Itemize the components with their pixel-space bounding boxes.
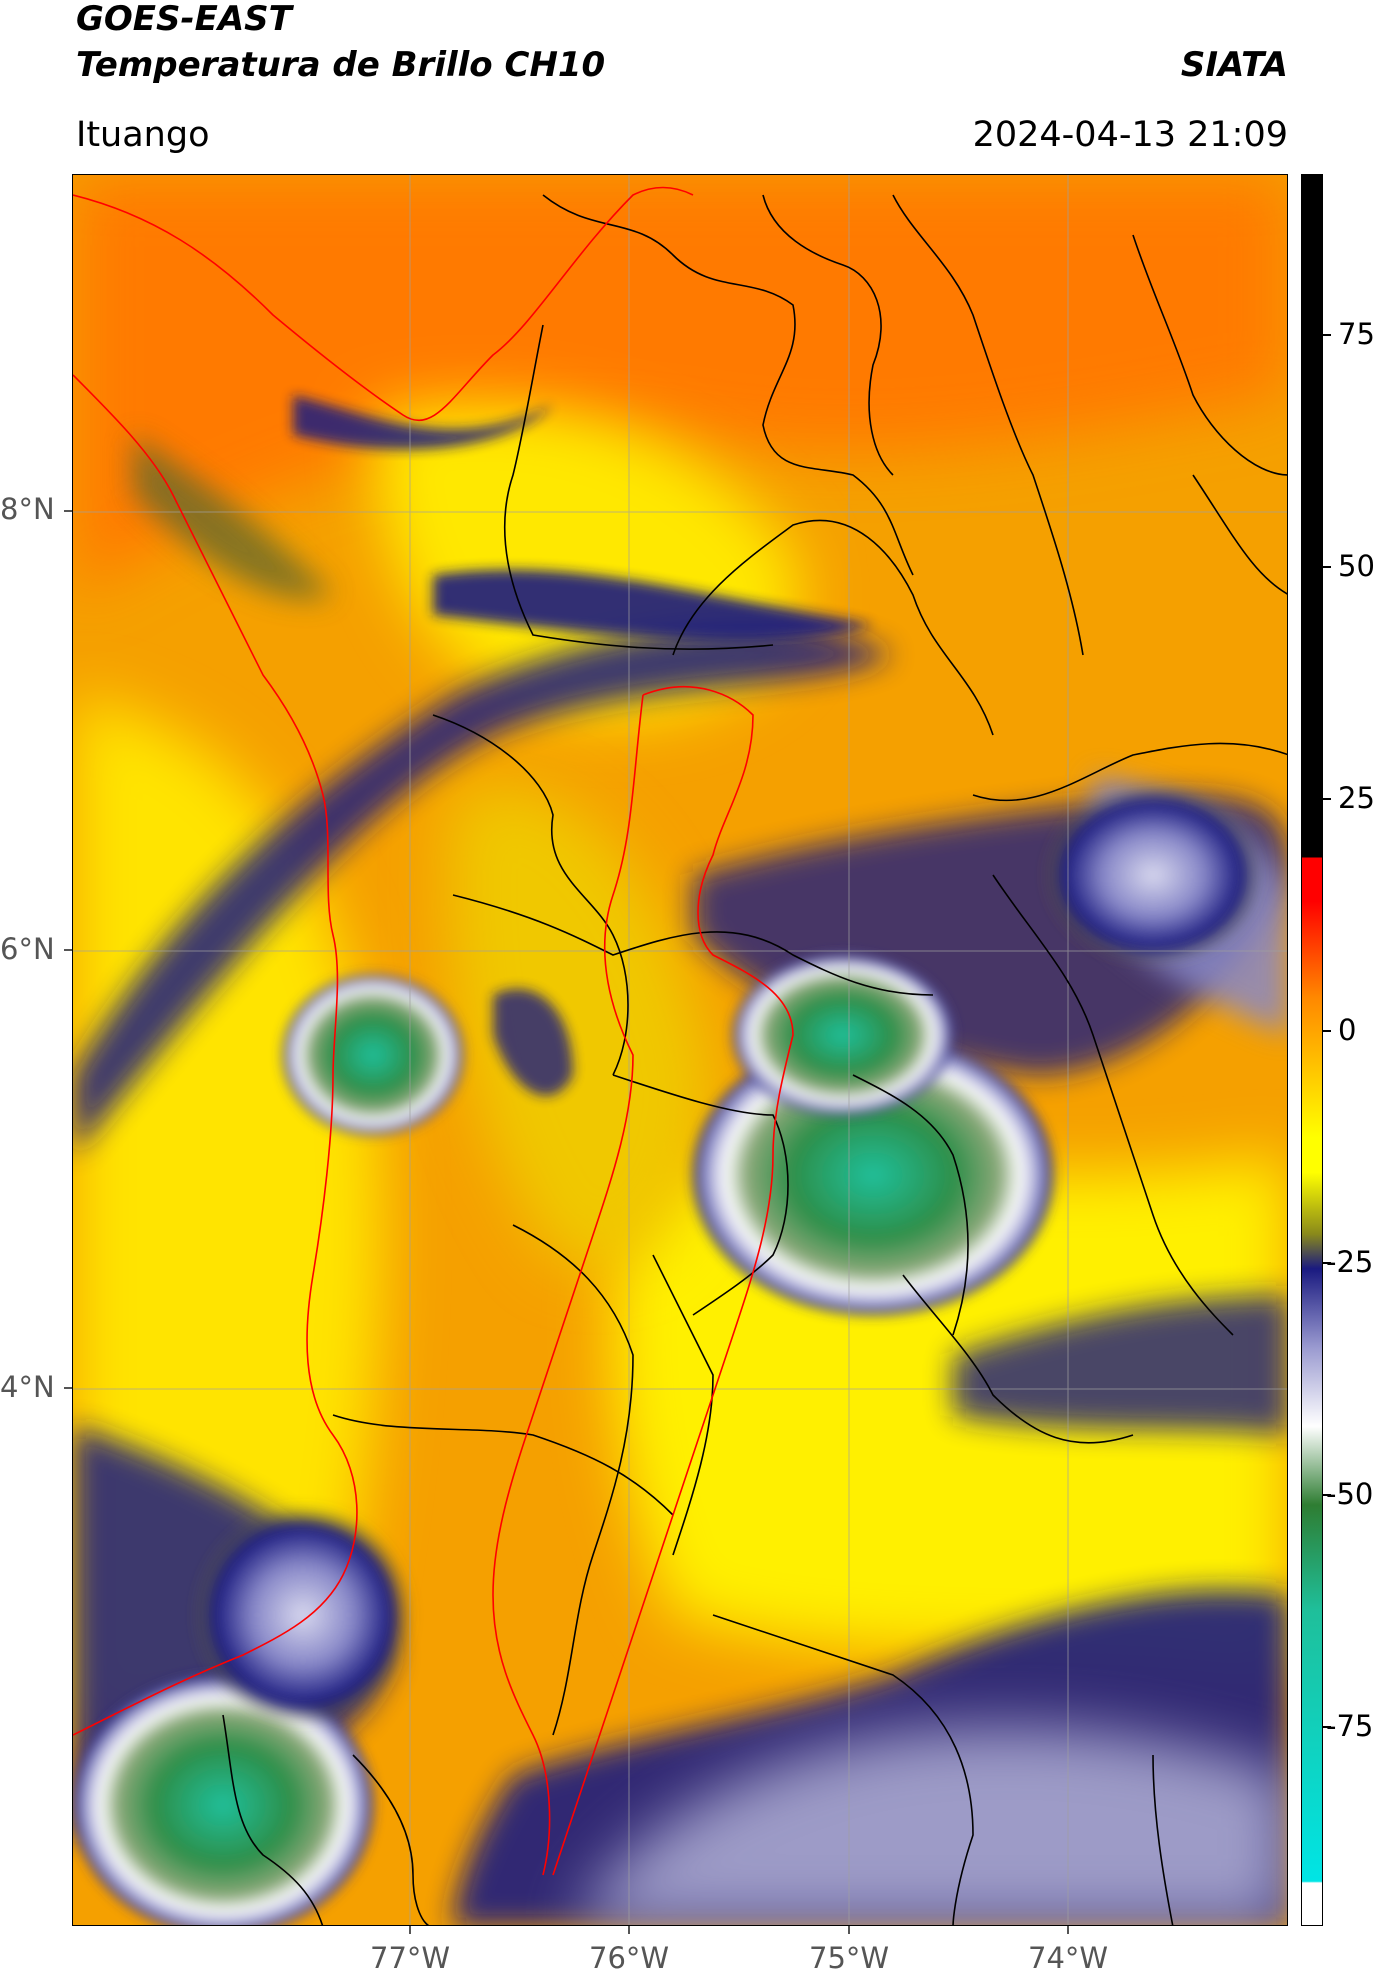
colorbar-tick-25 xyxy=(1323,798,1331,800)
coast-cloud-streak xyxy=(293,395,553,450)
convective-core-north-central xyxy=(733,955,953,1115)
department-boundaries xyxy=(222,194,1287,1925)
lat-label-8n: 8°N xyxy=(0,492,55,526)
satellite-title: GOES-EAST xyxy=(76,0,292,39)
lon-label-76w: 76°W xyxy=(589,1941,670,1975)
convective-core-west xyxy=(283,975,463,1135)
colorbar-tick-50 xyxy=(1323,566,1331,568)
temperature-colorbar xyxy=(1301,174,1323,1926)
lon-label-77w: 77°W xyxy=(370,1941,451,1975)
lon-tick-76w xyxy=(628,1926,630,1934)
lon-label-74w: 74°W xyxy=(1028,1941,1109,1975)
lon-tick-77w xyxy=(409,1926,411,1934)
lat-label-4n: 4°N xyxy=(0,1370,55,1404)
colorbar-label-neg75: -75 xyxy=(1326,1709,1374,1743)
colorbar-label-0: 0 xyxy=(1338,1013,1357,1047)
lat-tick-4n xyxy=(64,1387,72,1389)
colorbar-label-25: 25 xyxy=(1338,781,1375,815)
colorbar-label-50: 50 xyxy=(1338,549,1375,583)
map-canvas xyxy=(73,175,1287,1925)
lon-tick-75w xyxy=(848,1926,850,1934)
lon-tick-74w xyxy=(1067,1926,1069,1934)
central-cloud-cell xyxy=(493,988,573,1096)
lon-label-75w: 75°W xyxy=(809,1941,890,1975)
product-title: Temperatura de Brillo CH10 xyxy=(76,45,606,85)
convective-core-central xyxy=(693,1035,1053,1315)
lat-label-6n: 6°N xyxy=(0,932,55,966)
convective-cell-southwest xyxy=(193,1505,413,1725)
south-lavender-mass xyxy=(574,1727,1287,1925)
lat-tick-6n xyxy=(64,949,72,951)
lat-tick-8n xyxy=(64,510,72,512)
northwest-olive-patch xyxy=(133,435,333,599)
map-gridlines xyxy=(73,175,1287,1925)
north-cloud-streak xyxy=(433,569,873,641)
colorbar-tick-75 xyxy=(1323,334,1331,336)
satellite-map xyxy=(72,174,1288,1926)
organization-label: SIATA xyxy=(1180,45,1288,85)
colorbar-tick-0 xyxy=(1323,1030,1331,1032)
colorbar-label-neg25: -25 xyxy=(1326,1245,1374,1279)
north-orange-region xyxy=(73,175,1287,595)
central-yellow-region xyxy=(449,787,713,1267)
region-label: Ituango xyxy=(76,115,210,155)
convective-core-east xyxy=(1043,785,1263,965)
colorbar-label-neg50: -50 xyxy=(1326,1477,1374,1511)
colorbar-tick-neg50 xyxy=(1323,1494,1331,1496)
colorbar-tick-neg75 xyxy=(1323,1726,1331,1728)
datetime-label: 2024-04-13 21:09 xyxy=(972,115,1288,155)
red-boundaries xyxy=(73,186,794,1876)
convective-core-southwest xyxy=(73,1675,373,1925)
colorbar-tick-neg25 xyxy=(1323,1262,1331,1264)
east-cloud-streak xyxy=(953,1295,1287,1435)
colorbar-label-75: 75 xyxy=(1338,317,1375,351)
northwest-cloud-band xyxy=(73,625,893,1155)
